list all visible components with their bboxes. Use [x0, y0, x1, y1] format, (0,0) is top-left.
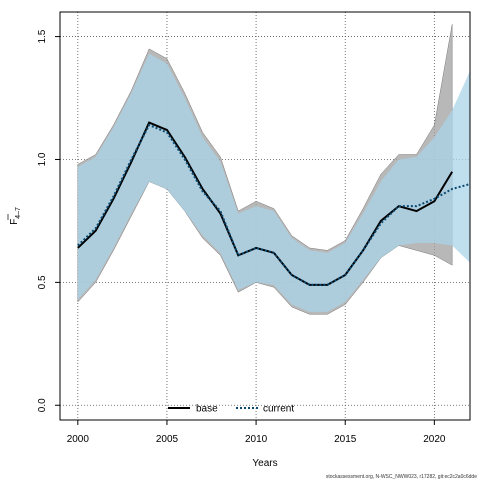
x-tick-label-2010: 2010 — [245, 434, 268, 445]
legend: base current — [168, 404, 294, 415]
y-tick-label-0: 0.0 — [37, 398, 48, 412]
y-axis: 0.0 0.5 1.0 1.5 — [37, 29, 60, 412]
x-tick-label-2000: 2000 — [67, 434, 90, 445]
x-axis-title: Years — [252, 458, 277, 469]
legend-label-current: current — [263, 404, 294, 415]
series-line-current — [77, 123, 471, 286]
x-axis: 2000 2005 2010 2015 2020 — [67, 420, 446, 445]
y-axis-title-main: F — [9, 219, 20, 225]
y-axis-title-sub: 4–7 — [15, 207, 22, 219]
confidence-band-current — [77, 53, 470, 312]
legend-label-base: base — [196, 404, 218, 415]
svg-text:F4–7: F4–7 — [9, 207, 22, 225]
x-tick-label-2020: 2020 — [423, 434, 446, 445]
confidence-bands — [77, 24, 470, 315]
series-lines — [77, 121, 471, 286]
y-tick-label-3: 1.5 — [37, 29, 48, 43]
x-tick-label-2005: 2005 — [156, 434, 179, 445]
y-axis-title: F4–7 — [7, 207, 22, 225]
y-tick-label-2: 1.0 — [37, 152, 48, 166]
footer-provenance: stockassessment.org, N-WSC_NWW023, r1728… — [326, 474, 477, 480]
y-tick-label-1: 0.5 — [37, 275, 48, 289]
plot-frame — [59, 11, 471, 421]
x-tick-label-2015: 2015 — [334, 434, 357, 445]
